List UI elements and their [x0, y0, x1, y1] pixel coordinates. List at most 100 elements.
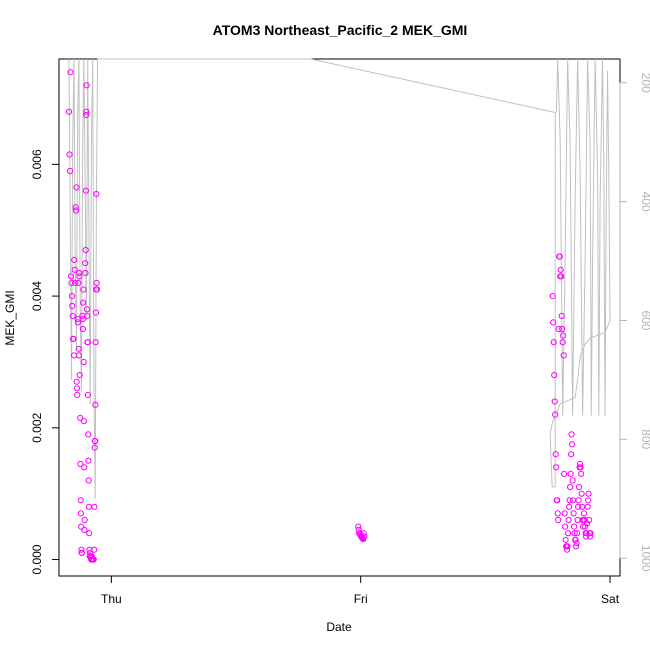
data-point — [70, 335, 77, 342]
data-point — [92, 309, 100, 316]
data-point — [561, 470, 568, 477]
x-axis-label: Date — [326, 620, 352, 634]
x-axis: Thu Fri Sat — [101, 575, 620, 606]
data-point — [72, 279, 79, 286]
data-point — [568, 451, 575, 458]
data-point — [584, 520, 591, 527]
data-point — [80, 286, 87, 293]
depth-line-layer — [68, 58, 611, 499]
data-point — [554, 497, 561, 504]
y-axis-label: MEK_GMI — [3, 290, 17, 345]
data-point — [86, 530, 93, 537]
plot-frame — [58, 58, 621, 577]
data-point — [560, 352, 567, 359]
data-point — [67, 69, 74, 76]
data-point — [77, 497, 84, 504]
data-point — [66, 151, 73, 158]
data-point — [85, 431, 92, 438]
data-point — [66, 167, 74, 175]
data-point — [570, 510, 577, 517]
data-point — [91, 444, 98, 451]
data-point — [80, 358, 87, 366]
data-point — [580, 523, 587, 530]
data-point — [562, 523, 569, 530]
data-point — [549, 293, 556, 300]
data-point — [554, 510, 561, 517]
data-point — [81, 464, 88, 471]
data-point — [578, 470, 585, 477]
data-point — [572, 536, 579, 543]
data-point — [71, 266, 78, 273]
data-point — [560, 332, 567, 339]
data-point — [552, 451, 559, 458]
data-point — [73, 184, 80, 191]
data-point — [76, 269, 83, 277]
data-point — [583, 533, 590, 540]
data-point — [574, 516, 581, 524]
x-tick-label: Thu — [101, 592, 122, 606]
data-point — [561, 510, 568, 517]
x-tick-label: Sat — [601, 592, 620, 606]
data-point — [575, 503, 582, 510]
data-point — [558, 312, 565, 319]
y2-tick-label: 800 — [639, 429, 650, 449]
data-point — [82, 187, 90, 194]
data-point — [75, 279, 82, 286]
data-point — [82, 269, 89, 277]
data-point — [83, 111, 90, 119]
data-point — [77, 510, 85, 517]
data-point — [557, 266, 564, 273]
data-point — [92, 401, 99, 408]
data-point — [562, 536, 569, 543]
y-tick-label: 0.000 — [30, 544, 44, 574]
data-point — [569, 441, 576, 448]
data-point — [565, 530, 572, 537]
data-point — [84, 339, 91, 346]
data-point — [78, 523, 85, 530]
data-point — [566, 503, 573, 510]
data-point — [550, 319, 557, 326]
data-point — [360, 530, 367, 537]
data-point — [93, 190, 100, 198]
data-point — [584, 503, 591, 510]
data-point — [85, 457, 92, 464]
data-point — [84, 312, 91, 319]
data-point — [565, 516, 572, 524]
data-point — [65, 108, 73, 115]
data-point — [73, 385, 81, 392]
data-point — [587, 530, 594, 537]
data-point — [83, 306, 91, 313]
data-point — [570, 497, 577, 504]
data-point — [587, 533, 594, 540]
data-point — [85, 477, 92, 484]
points-layer — [65, 69, 594, 563]
data-point — [555, 516, 562, 524]
data-point — [92, 437, 99, 445]
data-point — [78, 546, 85, 553]
data-point — [75, 345, 82, 352]
data-point — [92, 339, 99, 346]
data-point — [77, 414, 84, 421]
y-axis: 0.000 0.002 0.004 0.006 — [30, 149, 60, 575]
depth-trace-line — [68, 58, 611, 499]
data-point — [80, 418, 88, 425]
data-point — [583, 530, 590, 537]
data-point — [90, 556, 97, 563]
data-point — [76, 273, 83, 280]
data-point — [68, 293, 76, 300]
y-tick-label: 0.004 — [30, 281, 44, 311]
y2-tick-label: 1000 — [639, 545, 650, 572]
y-tick-label: 0.002 — [30, 412, 44, 442]
data-point — [82, 246, 89, 254]
data-point — [79, 325, 87, 333]
data-point — [553, 464, 560, 471]
data-point — [93, 286, 101, 293]
data-point — [576, 484, 583, 491]
data-point — [84, 391, 92, 398]
data-point — [586, 516, 593, 524]
data-point — [355, 523, 362, 530]
data-point — [574, 530, 581, 537]
data-point — [577, 464, 584, 471]
data-point — [82, 260, 89, 267]
data-point — [68, 279, 75, 286]
